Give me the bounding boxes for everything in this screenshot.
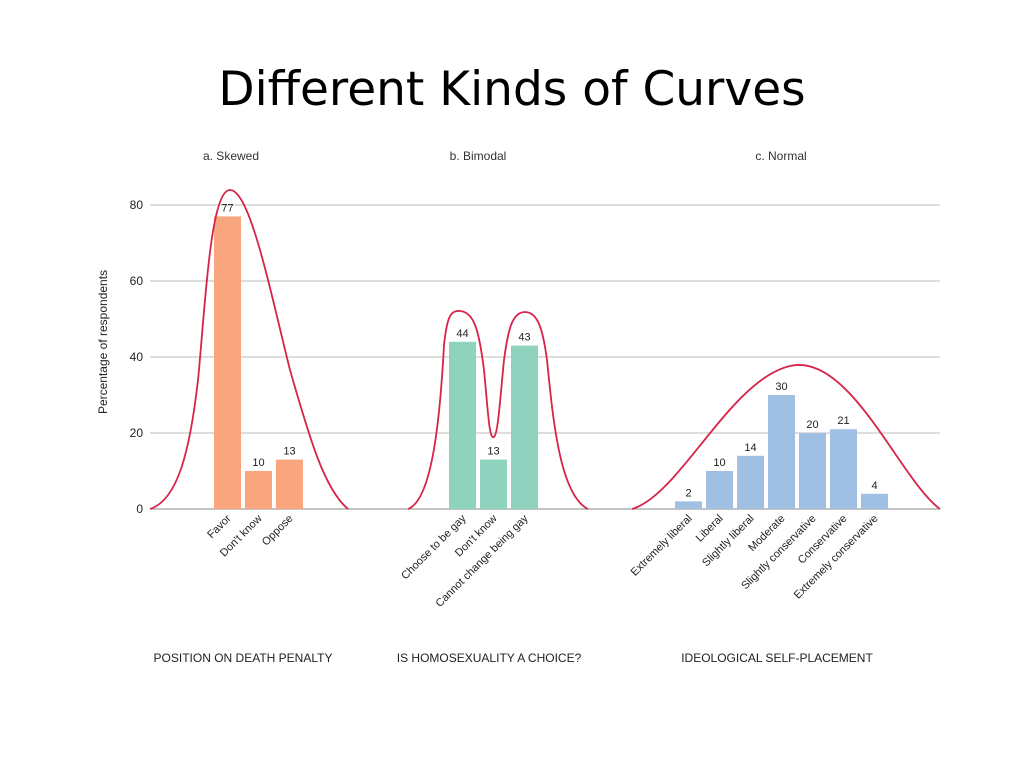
x-axis-title-skewed: POSITION ON DEATH PENALTY [154, 651, 333, 665]
panel-title-bimodal: b. Bimodal [450, 149, 507, 163]
curve-bimodal [407, 310, 589, 510]
data-label: 20 [806, 419, 818, 431]
bar [799, 433, 826, 509]
curve-normal [631, 364, 941, 510]
y-axis-label: Percentage of respondents [96, 270, 110, 414]
data-label: 14 [744, 442, 756, 454]
data-label: 13 [283, 446, 295, 458]
panel-title-normal: c. Normal [755, 149, 806, 163]
bar [276, 459, 303, 509]
data-label: 10 [252, 457, 264, 469]
bar [511, 345, 538, 509]
x-axis-title-bimodal: IS HOMOSEXUALITY A CHOICE? [397, 651, 582, 665]
bar [245, 471, 272, 509]
curve-skewed [149, 189, 349, 510]
y-tick-label: 20 [130, 426, 144, 440]
data-label: 2 [685, 487, 691, 499]
y-tick-label: 60 [130, 274, 144, 288]
slide-title: Different Kinds of Curves [218, 62, 806, 117]
y-tick-label: 80 [130, 198, 144, 212]
bar [830, 429, 857, 509]
bar [861, 493, 888, 509]
data-label: 77 [221, 202, 233, 214]
bar [706, 471, 733, 509]
bar [737, 455, 764, 509]
category-label: Favor [205, 512, 234, 541]
bar [768, 395, 795, 509]
data-label: 10 [713, 457, 725, 469]
bar [675, 501, 702, 509]
data-label: 4 [871, 480, 877, 492]
panel-title-skewed: a. Skewed [203, 149, 259, 163]
x-axis-title-normal: IDEOLOGICAL SELF-PLACEMENT [681, 651, 873, 665]
bar [449, 341, 476, 509]
data-label: 43 [518, 332, 530, 344]
data-label: 13 [487, 446, 499, 458]
data-label: 21 [837, 415, 849, 427]
bar [214, 216, 241, 509]
category-label: Oppose [260, 513, 296, 549]
category-label: Extremely liberal [629, 513, 695, 579]
y-axis: 0 20 40 60 80 [130, 198, 144, 516]
data-label: 30 [775, 381, 787, 393]
y-tick-label: 0 [136, 502, 143, 516]
data-label: 44 [456, 328, 468, 340]
bar [480, 459, 507, 509]
y-tick-label: 40 [130, 350, 144, 364]
